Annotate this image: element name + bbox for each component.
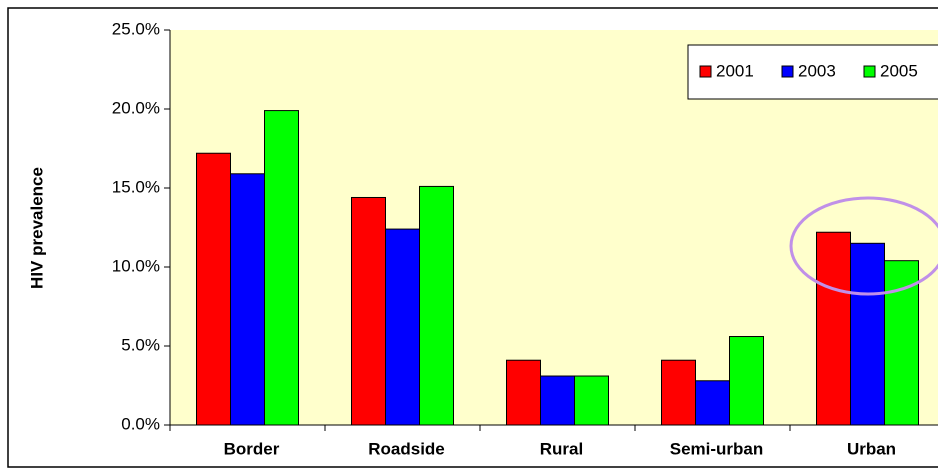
x-tick-label: Urban [847,439,896,458]
bar [351,196,386,426]
bar [385,228,420,426]
x-tick-label: Semi-urban [670,439,764,458]
legend-label: 2003 [798,61,836,80]
bar [850,242,885,426]
bar [574,375,609,426]
x-tick-label: Roadside [368,439,445,458]
y-tick-label: 20.0% [112,98,160,117]
x-tick-label: Border [224,439,280,458]
y-tick-label: 15.0% [112,177,160,196]
x-tick-label: Rural [540,439,583,458]
y-tick-label: 5.0% [121,335,160,354]
bar [661,359,696,426]
bar [729,336,764,426]
legend-swatch [781,65,794,78]
bar [816,231,851,426]
y-tick-label: 10.0% [112,256,160,275]
bar [540,375,575,426]
bar [264,110,299,426]
y-tick-label: 25.0% [112,19,160,38]
annotation-ellipse [789,196,938,296]
bar [695,380,730,426]
legend-swatch [699,65,712,78]
y-axis-title: HIV prevalence [27,167,46,289]
bar [506,359,541,426]
y-tick-label: 0.0% [121,414,160,433]
bar [419,185,454,426]
legend-label: 2005 [880,61,918,80]
bar [196,152,231,426]
legend-swatch [863,65,876,78]
bar [230,173,265,426]
legend-label: 2001 [716,61,754,80]
legend-box [687,44,938,100]
